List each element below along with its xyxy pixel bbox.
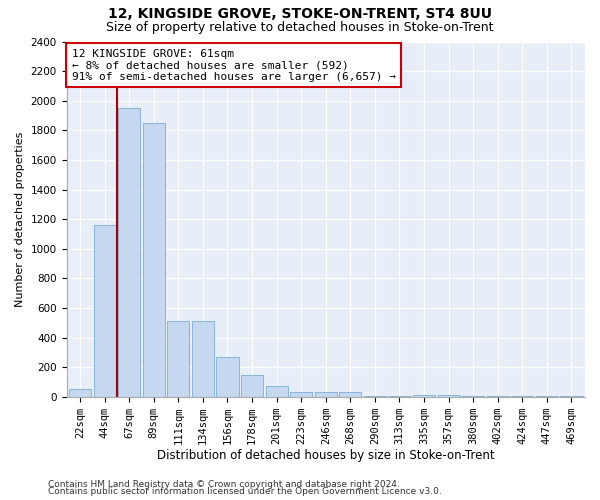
Bar — [241, 374, 263, 396]
Text: 12, KINGSIDE GROVE, STOKE-ON-TRENT, ST4 8UU: 12, KINGSIDE GROVE, STOKE-ON-TRENT, ST4 … — [108, 8, 492, 22]
Bar — [290, 392, 312, 396]
Bar — [167, 321, 190, 396]
Bar — [94, 225, 116, 396]
X-axis label: Distribution of detached houses by size in Stoke-on-Trent: Distribution of detached houses by size … — [157, 450, 494, 462]
Text: Contains public sector information licensed under the Open Government Licence v3: Contains public sector information licen… — [48, 488, 442, 496]
Bar — [217, 358, 239, 397]
Bar — [413, 394, 435, 396]
Text: Size of property relative to detached houses in Stoke-on-Trent: Size of property relative to detached ho… — [106, 21, 494, 34]
Bar — [437, 395, 460, 396]
Bar — [192, 321, 214, 396]
Bar — [69, 388, 91, 396]
Bar — [118, 108, 140, 397]
Bar — [339, 392, 361, 396]
Bar — [266, 386, 287, 396]
Bar — [143, 123, 165, 396]
Y-axis label: Number of detached properties: Number of detached properties — [15, 132, 25, 307]
Text: Contains HM Land Registry data © Crown copyright and database right 2024.: Contains HM Land Registry data © Crown c… — [48, 480, 400, 489]
Text: 12 KINGSIDE GROVE: 61sqm
← 8% of detached houses are smaller (592)
91% of semi-d: 12 KINGSIDE GROVE: 61sqm ← 8% of detache… — [72, 48, 396, 82]
Bar — [315, 392, 337, 396]
